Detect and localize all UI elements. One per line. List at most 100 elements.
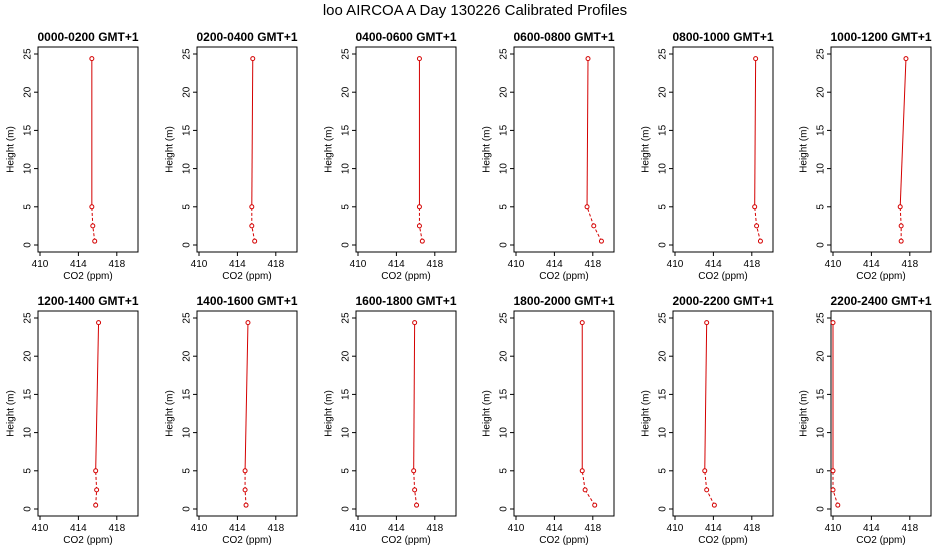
y-tick-label: 5 [341, 468, 352, 474]
data-point [903, 56, 909, 62]
y-tick-label: 5 [23, 204, 34, 210]
x-tick-label: 410 [350, 523, 367, 534]
y-tick-label: 0 [23, 506, 34, 512]
y-tick-label: 15 [658, 388, 669, 400]
y-tick-label: 10 [816, 427, 827, 439]
y-tick-label: 15 [658, 124, 669, 136]
y-tick-label: 25 [658, 48, 669, 60]
y-tick-label: 0 [499, 242, 510, 248]
profile-segment [584, 489, 596, 506]
y-tick-label: 15 [182, 388, 193, 400]
data-point [252, 238, 258, 244]
plot-frame [196, 310, 298, 517]
x-tick-label: 418 [901, 259, 918, 270]
data-point [585, 56, 591, 62]
y-tick-label: 5 [182, 204, 193, 210]
panel-title: 0200-0400 GMT+1 [196, 30, 297, 44]
y-axis-label: Height (m) [799, 390, 810, 437]
y-tick-label: 0 [816, 506, 827, 512]
x-tick-label: 418 [267, 259, 284, 270]
y-axis-label: Height (m) [324, 390, 335, 437]
data-point [579, 320, 585, 326]
x-axis-label: CO2 (ppm) [63, 271, 112, 282]
y-tick-label: 25 [499, 48, 510, 60]
panel-title: 1000-1200 GMT+1 [830, 30, 931, 44]
profile-segment [581, 470, 586, 490]
profile-segment [586, 58, 589, 207]
page-title: loo AIRCOA A Day 130226 Calibrated Profi… [322, 2, 628, 19]
y-tick-label: 0 [341, 506, 352, 512]
y-axis-label: Height (m) [641, 390, 652, 437]
panel-title: 0400-0600 GMT+1 [355, 30, 456, 44]
plot-frame [830, 46, 932, 253]
profile-segment [899, 206, 902, 226]
x-tick-label: 418 [267, 523, 284, 534]
x-axis-label: CO2 (ppm) [63, 535, 112, 546]
y-tick-label: 5 [499, 468, 510, 474]
profile-segment [418, 225, 423, 242]
y-tick-label: 25 [182, 48, 193, 60]
x-tick-label: 414 [705, 259, 722, 270]
y-tick-label: 20 [499, 350, 510, 362]
profile-segment [413, 470, 416, 490]
data-point [752, 204, 758, 210]
data-point [584, 204, 590, 210]
y-tick-label: 20 [658, 350, 669, 362]
y-axis-label: Height (m) [165, 390, 176, 437]
profile-segment [899, 58, 907, 207]
plot-frame [672, 310, 774, 517]
data-point [704, 320, 710, 326]
profile-segment [95, 489, 98, 506]
data-point [414, 502, 420, 508]
y-tick-label: 25 [341, 48, 352, 60]
plot-frame [672, 46, 774, 253]
y-tick-label: 20 [23, 350, 34, 362]
profile-segment [92, 225, 96, 242]
x-tick-label: 414 [70, 259, 87, 270]
data-point [242, 487, 248, 493]
plot-frame [513, 46, 615, 253]
data-point [898, 223, 904, 229]
data-point [898, 238, 904, 244]
profile-segment [706, 489, 715, 506]
y-axis-label: Height (m) [6, 390, 17, 437]
y-tick-label: 20 [816, 350, 827, 362]
y-axis-label: Height (m) [165, 126, 176, 173]
x-tick-label: 418 [426, 523, 443, 534]
profile-segment [832, 489, 839, 506]
y-tick-label: 20 [341, 86, 352, 98]
data-point [249, 204, 255, 210]
y-tick-label: 10 [816, 163, 827, 175]
data-point [249, 223, 255, 229]
y-tick-label: 15 [341, 124, 352, 136]
profile-segment [586, 206, 595, 227]
y-tick-label: 25 [816, 48, 827, 60]
x-tick-label: 410 [32, 259, 49, 270]
data-point [830, 487, 836, 493]
y-tick-label: 15 [816, 388, 827, 400]
y-tick-label: 15 [499, 388, 510, 400]
y-tick-label: 10 [499, 163, 510, 175]
y-tick-label: 5 [23, 468, 34, 474]
y-tick-label: 5 [816, 468, 827, 474]
y-tick-label: 0 [341, 242, 352, 248]
profile-segment [704, 470, 708, 490]
data-point [92, 238, 98, 244]
y-tick-label: 15 [23, 388, 34, 400]
plot-frame [355, 46, 457, 253]
y-tick-label: 25 [341, 312, 352, 324]
x-tick-label: 418 [426, 259, 443, 270]
panel-title: 0000-0200 GMT+1 [37, 30, 138, 44]
profile-segment [414, 489, 418, 506]
data-point [419, 238, 425, 244]
x-tick-label: 414 [229, 259, 246, 270]
data-point [245, 320, 251, 326]
data-point [90, 223, 96, 229]
data-point [89, 204, 95, 210]
y-tick-label: 15 [341, 388, 352, 400]
x-tick-label: 418 [901, 523, 918, 534]
